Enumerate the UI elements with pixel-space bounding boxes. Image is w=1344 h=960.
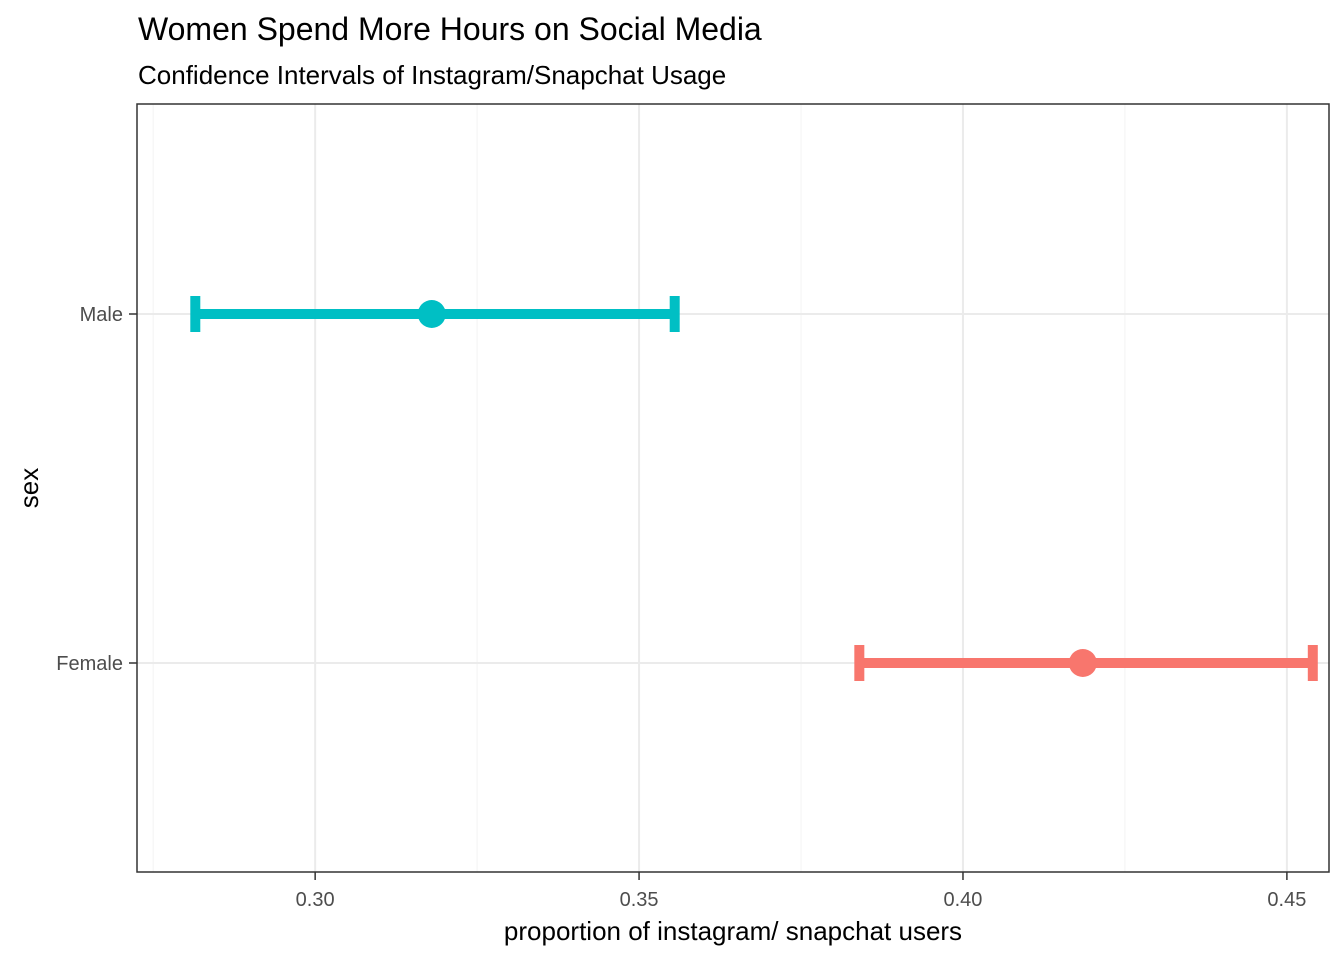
point-estimate-female xyxy=(1068,649,1097,677)
x-tick-label: 0.30 xyxy=(296,889,335,911)
chart-title: Women Spend More Hours on Social Media xyxy=(138,11,762,47)
x-tick-label: 0.40 xyxy=(944,889,983,911)
chart-subtitle: Confidence Intervals of Instagram/Snapch… xyxy=(138,60,726,90)
y-axis-title: sex xyxy=(14,468,44,508)
axes: 0.30 0.35 0.40 0.45 Male Female xyxy=(56,304,1306,911)
x-axis-title: proportion of instagram/ snapchat users xyxy=(504,916,962,946)
grid-lines xyxy=(137,104,1329,872)
y-tick-label: Female xyxy=(56,653,123,675)
panel-border xyxy=(136,103,1330,873)
y-tick-label: Male xyxy=(80,304,123,326)
error-bar-marks xyxy=(190,296,1318,681)
x-tick-label: 0.35 xyxy=(620,889,659,911)
x-tick-label: 0.45 xyxy=(1267,889,1306,911)
point-estimate-male xyxy=(417,300,446,328)
